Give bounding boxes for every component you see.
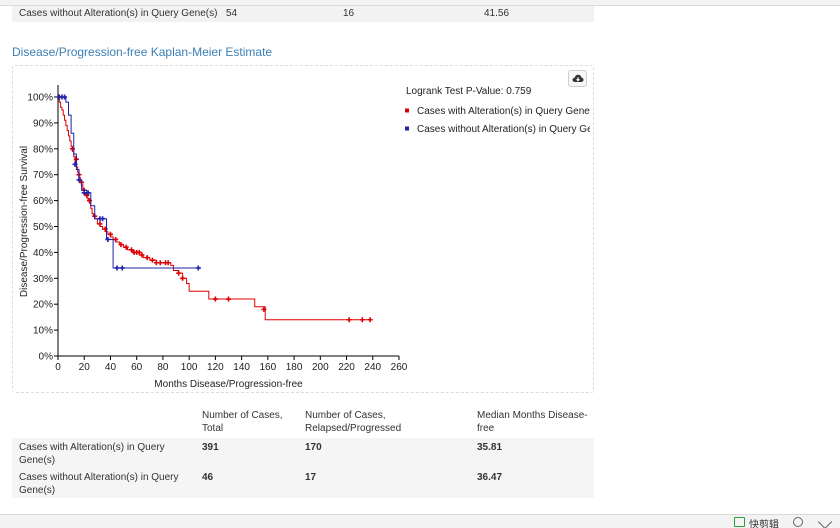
censored-mark xyxy=(261,306,267,312)
x-tick-label: 180 xyxy=(286,362,303,373)
censored-mark xyxy=(76,177,82,183)
censored-mark xyxy=(212,296,218,302)
pin-icon[interactable] xyxy=(817,514,833,528)
x-tick-label: 40 xyxy=(105,362,117,373)
x-tick-label: 120 xyxy=(207,362,224,373)
x-tick-label: 100 xyxy=(181,362,198,373)
y-tick-label: 0% xyxy=(39,352,54,363)
survival-curve-0 xyxy=(58,96,371,321)
x-tick-label: 140 xyxy=(233,362,250,373)
row-label: Cases without Alteration(s) in Query Gen… xyxy=(19,8,218,19)
header-cell-median: Median Months Disease- free xyxy=(477,410,588,434)
refresh-icon[interactable] xyxy=(793,517,803,527)
censored-mark xyxy=(176,270,182,276)
censored-mark xyxy=(149,257,155,263)
x-tick-label: 20 xyxy=(79,362,91,373)
censored-mark xyxy=(118,242,124,248)
row-total: 46 xyxy=(202,472,214,483)
censored-mark xyxy=(165,260,171,266)
y-tick-label: 80% xyxy=(33,144,53,155)
censored-mark xyxy=(359,317,365,323)
censored-mark xyxy=(226,296,231,302)
censored-mark xyxy=(119,265,125,271)
logrank-pvalue: Logrank Test P-Value: 0.759 xyxy=(406,86,532,97)
x-tick-label: 260 xyxy=(391,362,408,373)
legend-entry: Cases with Alteration(s) in Query Gene(s… xyxy=(417,106,595,117)
x-tick-label: 0 xyxy=(55,362,61,373)
previous-table-row: Cases without Alteration(s) in Query Gen… xyxy=(12,6,594,22)
row-relapsed: 170 xyxy=(305,442,322,453)
y-tick-label: 100% xyxy=(27,93,53,104)
censored-mark xyxy=(144,255,150,261)
row-label: Cases without Alteration(s) in Query Gen… xyxy=(19,472,179,496)
km-section-title: Disease/Progression-free Kaplan-Meier Es… xyxy=(12,45,273,59)
censored-mark xyxy=(114,265,120,271)
table-row: Cases without Alteration(s) in Query Gen… xyxy=(12,468,594,498)
row-median: 41.56 xyxy=(484,8,510,19)
km-chart: 0% 10% 20% 30% 40% 50% 60% 70% 80% 90% 100% 0 20 40 60… xyxy=(19,85,595,390)
table-header-row: Number of Cases, Total Number of Cases, … xyxy=(12,406,594,438)
x-tick-label: 200 xyxy=(312,362,329,373)
y-tick-label: 40% xyxy=(33,248,53,259)
y-tick-label: 60% xyxy=(33,196,53,207)
censored-mark xyxy=(180,275,186,281)
censored-mark xyxy=(72,161,78,167)
row-total: 391 xyxy=(202,442,219,453)
x-tick-label: 80 xyxy=(157,362,169,373)
censored-mark xyxy=(107,231,113,237)
browser-toolbar xyxy=(0,0,840,6)
cloud-download-icon xyxy=(572,74,583,82)
y-tick-label: 10% xyxy=(33,326,53,337)
y-axis-label: Disease/Progression-free Survival xyxy=(19,146,30,297)
survival-stats-table: Number of Cases, Total Number of Cases, … xyxy=(12,406,594,498)
table-row: Cases with Alteration(s) in Query Gene(s… xyxy=(12,438,594,468)
legend-swatch xyxy=(405,126,409,131)
censored-mark xyxy=(367,317,373,323)
censored-mark xyxy=(195,265,201,271)
censored-mark xyxy=(84,192,90,198)
header-cell-total: Number of Cases, Total xyxy=(202,410,283,434)
censored-mark xyxy=(139,252,145,258)
censored-mark xyxy=(136,249,142,255)
censored-mark xyxy=(123,244,129,250)
status-bar: 快剪辑 xyxy=(0,514,840,528)
row-label: Cases with Alteration(s) in Query Gene(s… xyxy=(19,442,165,466)
legend-entry: Cases without Alteration(s) in Query Gen… xyxy=(417,124,595,135)
y-tick-label: 20% xyxy=(33,300,53,311)
censored-mark xyxy=(346,317,352,323)
censored-mark xyxy=(100,216,106,222)
y-tick-label: 90% xyxy=(33,118,53,129)
censored-mark xyxy=(113,236,119,242)
row-median: 35.81 xyxy=(477,442,503,453)
censored-mark xyxy=(85,190,91,196)
censored-mark xyxy=(62,94,68,100)
row-total: 54 xyxy=(226,8,238,19)
censored-mark xyxy=(105,236,111,242)
y-tick-label: 30% xyxy=(33,274,53,285)
censored-mark xyxy=(97,221,103,227)
y-tick-label: 70% xyxy=(33,170,53,181)
x-tick-label: 160 xyxy=(260,362,277,373)
header-cell-relapsed: Number of Cases, Relapsed/Progressed xyxy=(305,410,402,434)
row-relapsed: 17 xyxy=(305,472,317,483)
x-tick-label: 220 xyxy=(338,362,355,373)
legend-swatch xyxy=(405,108,409,113)
y-tick-label: 50% xyxy=(33,222,53,233)
x-tick-label: 240 xyxy=(364,362,381,373)
play-icon[interactable] xyxy=(734,517,745,527)
app-label[interactable]: 快剪辑 xyxy=(749,520,779,528)
row-relapsed: 16 xyxy=(343,8,355,19)
censored-mark xyxy=(128,247,134,253)
censored-mark xyxy=(157,260,163,266)
row-median: 36.47 xyxy=(477,472,503,483)
download-button[interactable] xyxy=(568,70,587,87)
x-tick-label: 60 xyxy=(131,362,143,373)
x-axis-label: Months Disease/Progression-free xyxy=(154,379,303,390)
km-chart-container: 0% 10% 20% 30% 40% 50% 60% 70% 80% 90% 100% 0 20 40 60… xyxy=(12,65,594,393)
